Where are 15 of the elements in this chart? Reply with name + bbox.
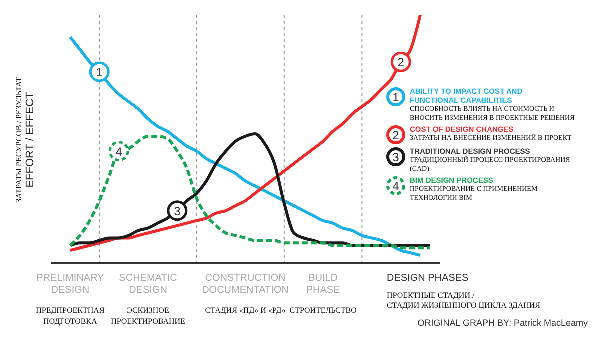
text: ORIGINAL GRAPH BY: Patrick MacLeamy [418,318,588,328]
text: 3 [392,150,400,164]
x-tick-label: CONSTRUCTION DOCUMENTATION СТАДИЯ «ПД» И «РД» [202,273,289,315]
annotation: 4 [116,144,123,159]
x-tick-label: PRELIMINARY DESIGN ПРЕДПРОЕКТНАЯ ПОДГОТОВКА [36,273,106,326]
annotation: 3 [174,204,182,218]
text: 2 [392,128,400,142]
x-tick-label: BUILD PHASE СТРОИТЕЛЬСТВО [290,273,358,315]
annotation: 2 [398,56,405,70]
x-axis-title: DESIGN PHASES ПРОЕКТНЫЕ СТАДИИ / СТАДИИ ЖИЗНЕННОГО ЦИКЛА ЗДАНИЯ [387,272,541,311]
text: 4 [392,180,400,194]
annotation: 1 [96,66,104,80]
text: 1 [392,90,400,104]
y-axis-title: ЗАТРАТЫ РЕСУРСОВ / РЕЗУЛЬТАТ EFFORT / EFFECT [14,77,38,203]
x-tick-label: SCHEMATIC DESIGN ЭСКИЗНОЕ ПРОЕКТИРОВАНИЕ [111,273,186,326]
